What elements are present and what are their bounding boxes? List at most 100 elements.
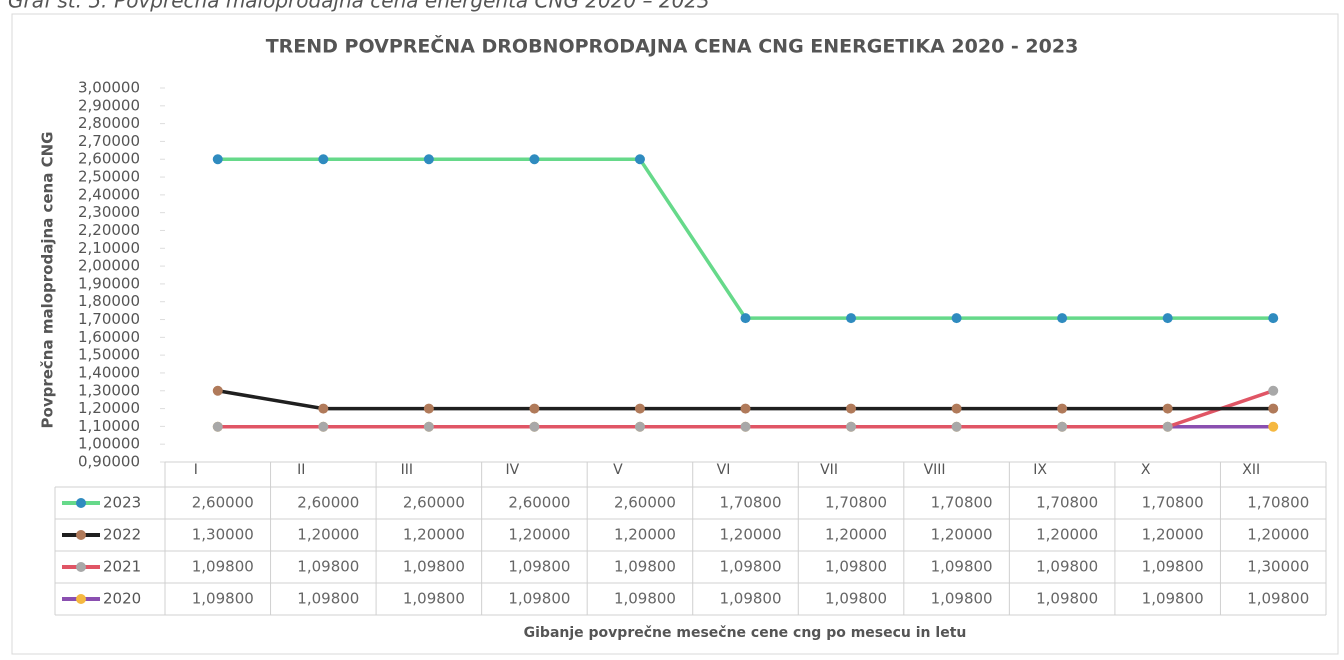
y-tick-label: 1,00000	[78, 435, 140, 453]
point	[1162, 421, 1173, 432]
x-axis-title: Gibanje povprečne mesečne cene cng po me…	[524, 625, 967, 641]
cell: 1,20000	[403, 526, 465, 544]
y-tick-label: 1,80000	[78, 292, 140, 310]
x-tick-label: I	[194, 462, 198, 478]
cell: 1,70800	[931, 494, 993, 512]
cell: 1,09800	[297, 590, 359, 608]
point	[951, 313, 962, 324]
cell: 1,09800	[192, 558, 254, 576]
point	[1162, 313, 1173, 324]
cell: 2,60000	[508, 494, 570, 512]
cell: 1,20000	[1036, 526, 1098, 544]
point	[846, 313, 857, 324]
cell: 1,20000	[297, 526, 359, 544]
point	[212, 421, 223, 432]
y-tick-label: 2,80000	[78, 114, 140, 132]
y-tick-label: 2,20000	[78, 221, 140, 239]
x-tick-label: IX	[1033, 462, 1047, 478]
point	[846, 403, 857, 414]
x-tick-label: IV	[506, 462, 520, 478]
y-tick-label: 0,90000	[78, 453, 140, 471]
cell: 1,30000	[1247, 558, 1309, 576]
cell: 1,20000	[825, 526, 887, 544]
point	[529, 154, 540, 165]
x-tick-label: VIII	[924, 462, 946, 478]
cell: 1,70800	[719, 494, 781, 512]
cell: 1,09800	[614, 558, 676, 576]
cell: 2,60000	[297, 494, 359, 512]
point	[740, 403, 751, 414]
point	[529, 403, 540, 414]
cell: 1,09800	[1036, 590, 1098, 608]
y-tick-label: 2,40000	[78, 185, 140, 203]
cell: 1,09800	[719, 590, 781, 608]
point	[212, 154, 223, 165]
cell: 1,09800	[825, 590, 887, 608]
cell: 1,09800	[825, 558, 887, 576]
cell: 1,09800	[1142, 590, 1204, 608]
cell: 1,09800	[1142, 558, 1204, 576]
cell: 1,09800	[403, 558, 465, 576]
y-tick-label: 1,30000	[78, 381, 140, 399]
cell: 1,20000	[508, 526, 570, 544]
point	[634, 421, 645, 432]
point	[1268, 313, 1279, 324]
y-tick-label: 1,40000	[78, 363, 140, 381]
point	[740, 313, 751, 324]
cell: 1,20000	[719, 526, 781, 544]
point	[529, 421, 540, 432]
point	[951, 403, 962, 414]
x-tick-label: X	[1141, 462, 1151, 478]
cell: 1,09800	[508, 590, 570, 608]
legend-label: 2021	[103, 558, 141, 576]
y-axis-title: Povprečna maloprodajna cena CNG	[39, 132, 57, 429]
x-tick-label: XII	[1242, 462, 1260, 478]
legend-marker	[76, 498, 86, 508]
point	[423, 421, 434, 432]
y-tick-label: 1,50000	[78, 346, 140, 364]
y-tick-label: 2,60000	[78, 150, 140, 168]
x-tick-label: VI	[717, 462, 731, 478]
point	[423, 154, 434, 165]
point	[423, 403, 434, 414]
cell: 1,09800	[508, 558, 570, 576]
point	[1268, 385, 1279, 396]
cell: 1,09800	[1036, 558, 1098, 576]
legend-marker	[76, 530, 86, 540]
cell: 1,09800	[403, 590, 465, 608]
cell: 1,20000	[1142, 526, 1204, 544]
legend-label: 2022	[103, 526, 141, 544]
x-tick-label: V	[613, 462, 623, 478]
cell: 1,09800	[297, 558, 359, 576]
y-tick-label: 1,60000	[78, 328, 140, 346]
y-tick-label: 1,20000	[78, 399, 140, 417]
cell: 1,09800	[719, 558, 781, 576]
x-tick-label: III	[401, 462, 413, 478]
legend-label: 2023	[103, 494, 141, 512]
y-tick-label: 1,10000	[78, 417, 140, 435]
point	[634, 154, 645, 165]
x-tick-label: II	[297, 462, 305, 478]
point	[740, 421, 751, 432]
point	[318, 421, 329, 432]
cell: 1,70800	[1142, 494, 1204, 512]
legend-marker	[76, 594, 86, 604]
cell: 1,09800	[1247, 590, 1309, 608]
cell: 2,60000	[192, 494, 254, 512]
y-tick-label: 1,90000	[78, 274, 140, 292]
cell: 1,20000	[614, 526, 676, 544]
point	[1057, 421, 1068, 432]
x-tick-label: VII	[820, 462, 838, 478]
cell: 2,60000	[614, 494, 676, 512]
point	[951, 421, 962, 432]
cell: 1,70800	[1247, 494, 1309, 512]
chart-title: TREND POVPREČNA DROBNOPRODAJNA CENA CNG …	[266, 34, 1079, 58]
y-tick-label: 2,50000	[78, 168, 140, 186]
legend-marker	[76, 562, 86, 572]
y-tick-label: 2,30000	[78, 203, 140, 221]
point	[318, 403, 329, 414]
cell: 1,09800	[931, 590, 993, 608]
cell: 1,09800	[192, 590, 254, 608]
point	[1268, 403, 1279, 414]
